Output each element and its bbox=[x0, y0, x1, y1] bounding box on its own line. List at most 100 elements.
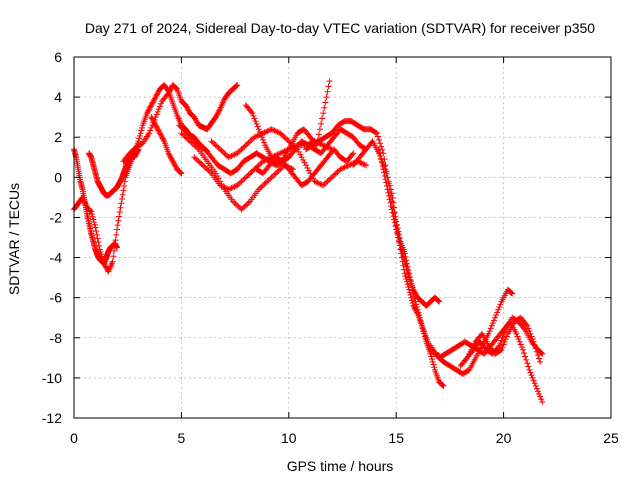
data-point bbox=[507, 289, 514, 296]
data-point bbox=[157, 131, 164, 138]
data-point bbox=[389, 195, 396, 202]
data-point bbox=[247, 138, 254, 145]
data-point bbox=[533, 385, 540, 392]
data-point bbox=[248, 136, 255, 143]
data-point bbox=[321, 181, 328, 188]
data-point bbox=[429, 356, 435, 363]
data-point bbox=[241, 143, 248, 150]
data-point bbox=[421, 333, 428, 340]
data-point bbox=[144, 108, 151, 115]
data-point bbox=[434, 297, 441, 304]
data-point bbox=[184, 104, 191, 111]
data-point bbox=[516, 338, 523, 345]
data-point bbox=[298, 154, 305, 161]
data-point bbox=[379, 146, 386, 153]
data-point bbox=[486, 328, 493, 335]
data-point bbox=[238, 146, 245, 153]
data-point bbox=[232, 201, 239, 208]
data-point bbox=[208, 138, 215, 145]
data-point bbox=[524, 360, 531, 367]
x-tick-label: 20 bbox=[496, 430, 512, 446]
data-point bbox=[118, 196, 125, 203]
data-point bbox=[333, 170, 340, 177]
data-point bbox=[385, 189, 392, 196]
data-point bbox=[515, 336, 522, 343]
data-point bbox=[110, 253, 117, 260]
y-tick-label: -10 bbox=[42, 370, 62, 386]
data-point bbox=[314, 179, 321, 186]
data-point bbox=[178, 170, 185, 177]
data-point bbox=[403, 263, 410, 270]
data-point bbox=[316, 126, 323, 133]
data-point bbox=[89, 213, 96, 220]
data-point bbox=[537, 349, 544, 356]
data-point bbox=[499, 334, 506, 341]
data-point bbox=[150, 118, 157, 125]
data-point bbox=[248, 108, 255, 115]
data-point bbox=[250, 167, 256, 174]
data-point bbox=[221, 150, 228, 157]
data-point bbox=[418, 322, 425, 329]
data-point bbox=[281, 134, 288, 141]
data-point bbox=[248, 168, 255, 175]
data-point bbox=[376, 149, 383, 156]
data-point bbox=[439, 381, 446, 388]
data-point bbox=[395, 234, 402, 241]
data-point bbox=[256, 128, 263, 135]
data-point bbox=[334, 168, 341, 175]
data-point bbox=[538, 396, 545, 403]
data-point bbox=[261, 181, 268, 188]
data-point bbox=[116, 213, 123, 220]
data-point bbox=[291, 143, 298, 150]
data-point bbox=[278, 149, 285, 156]
data-point bbox=[229, 152, 236, 159]
data-point bbox=[403, 275, 410, 282]
data-point bbox=[199, 162, 206, 169]
data-point bbox=[118, 200, 125, 207]
data-point bbox=[495, 306, 502, 313]
data-point bbox=[116, 209, 123, 216]
data-point bbox=[215, 108, 222, 115]
data-point bbox=[376, 136, 383, 143]
data-point bbox=[270, 172, 277, 179]
data-point bbox=[539, 350, 546, 357]
data-point bbox=[232, 83, 239, 90]
data-point bbox=[267, 175, 274, 182]
y-tick-label: 4 bbox=[54, 89, 62, 105]
data-point bbox=[517, 341, 524, 348]
y-tick-label: 2 bbox=[54, 129, 62, 145]
data-point bbox=[280, 148, 287, 155]
data-point bbox=[360, 160, 367, 167]
data-point bbox=[191, 154, 198, 161]
data-point bbox=[198, 160, 205, 167]
data-point bbox=[239, 144, 246, 151]
data-point bbox=[436, 298, 443, 305]
data-point bbox=[323, 179, 330, 186]
data-point bbox=[372, 129, 379, 136]
data-point bbox=[253, 120, 260, 127]
data-point bbox=[497, 301, 504, 308]
data-point bbox=[231, 183, 238, 190]
data-point bbox=[513, 330, 520, 337]
data-point bbox=[194, 156, 201, 163]
series-sat-c bbox=[86, 146, 142, 199]
data-point bbox=[255, 126, 262, 133]
data-point bbox=[521, 350, 528, 357]
data-point bbox=[533, 348, 540, 355]
data-point bbox=[522, 353, 529, 360]
data-point bbox=[373, 130, 380, 137]
data-point bbox=[176, 168, 183, 175]
data-point bbox=[218, 147, 225, 154]
data-point bbox=[408, 294, 415, 301]
data-point bbox=[194, 144, 201, 151]
data-point bbox=[148, 114, 155, 121]
data-point bbox=[380, 166, 387, 173]
data-point bbox=[237, 147, 244, 154]
data-point bbox=[343, 163, 350, 170]
data-point bbox=[113, 231, 120, 238]
data-point bbox=[86, 207, 93, 214]
data-point bbox=[154, 124, 161, 131]
data-point bbox=[225, 154, 232, 161]
data-point bbox=[258, 183, 265, 190]
data-point bbox=[120, 187, 127, 194]
